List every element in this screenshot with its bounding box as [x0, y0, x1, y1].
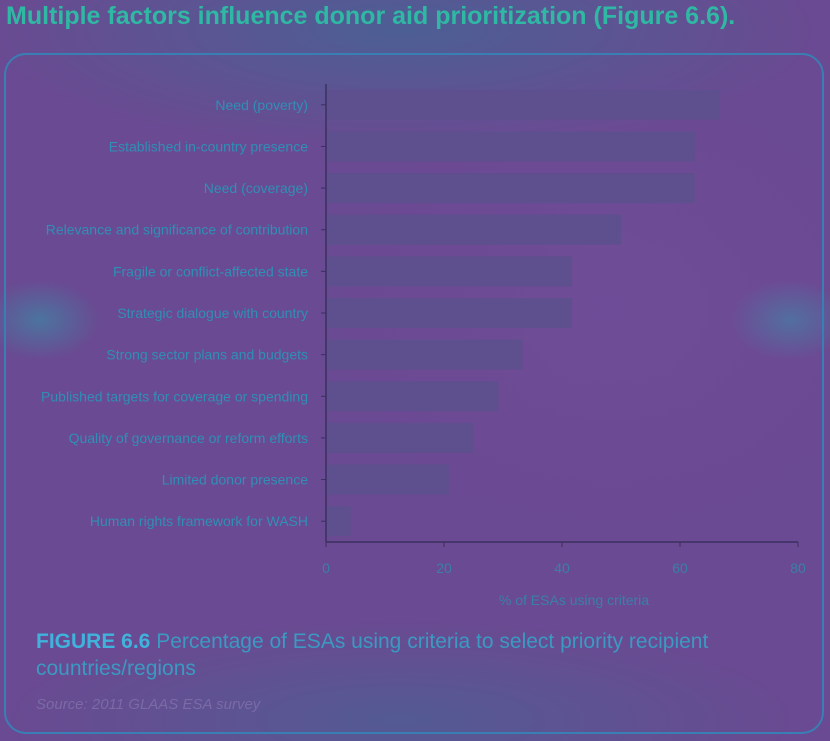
x-tick-label-4: 80	[790, 560, 806, 576]
category-label-4: Fragile or conflict-affected state	[113, 263, 308, 279]
category-label-9: Limited donor presence	[162, 472, 309, 488]
bar-7	[326, 381, 499, 412]
page-headline: Multiple factors influence donor aid pri…	[6, 2, 736, 30]
bar-6	[326, 339, 523, 370]
x-tick-label-2: 40	[554, 560, 570, 576]
bar-1	[326, 131, 695, 162]
category-label-2: Need (coverage)	[204, 180, 308, 196]
figure-caption: FIGURE 6.6 Percentage of ESAs using crit…	[36, 628, 786, 682]
figure-caption-text: Percentage of ESAs using criteria to sel…	[36, 630, 709, 680]
x-tick-label-1: 20	[436, 560, 452, 576]
bar-5	[326, 298, 573, 328]
source-note: Source: 2011 GLAAS ESA survey	[36, 696, 261, 713]
category-label-8: Quality of governance or reform efforts	[69, 430, 308, 446]
category-label-1: Established in-country presence	[109, 138, 308, 154]
category-label-10: Human rights framework for WASH	[90, 513, 308, 529]
x-axis-label: % of ESAs using criteria	[499, 592, 649, 608]
bar-9	[326, 464, 449, 495]
bar-2	[326, 173, 695, 204]
x-tick-label-3: 60	[672, 560, 688, 576]
bar-0	[326, 89, 720, 120]
category-label-3: Relevance and significance of contributi…	[46, 222, 308, 238]
figure-card	[4, 53, 824, 734]
category-label-7: Published targets for coverage or spendi…	[41, 388, 308, 404]
category-label-6: Strong sector plans and budgets	[106, 347, 308, 363]
category-label-0: Need (poverty)	[215, 97, 308, 113]
figure-label: FIGURE 6.6	[36, 630, 151, 653]
bar-8	[326, 422, 474, 453]
bar-4	[326, 256, 573, 287]
bar-3	[326, 214, 621, 245]
x-tick-label-0: 0	[322, 560, 330, 576]
bar-10	[326, 506, 351, 537]
category-label-5: Strategic dialogue with country	[117, 305, 308, 321]
